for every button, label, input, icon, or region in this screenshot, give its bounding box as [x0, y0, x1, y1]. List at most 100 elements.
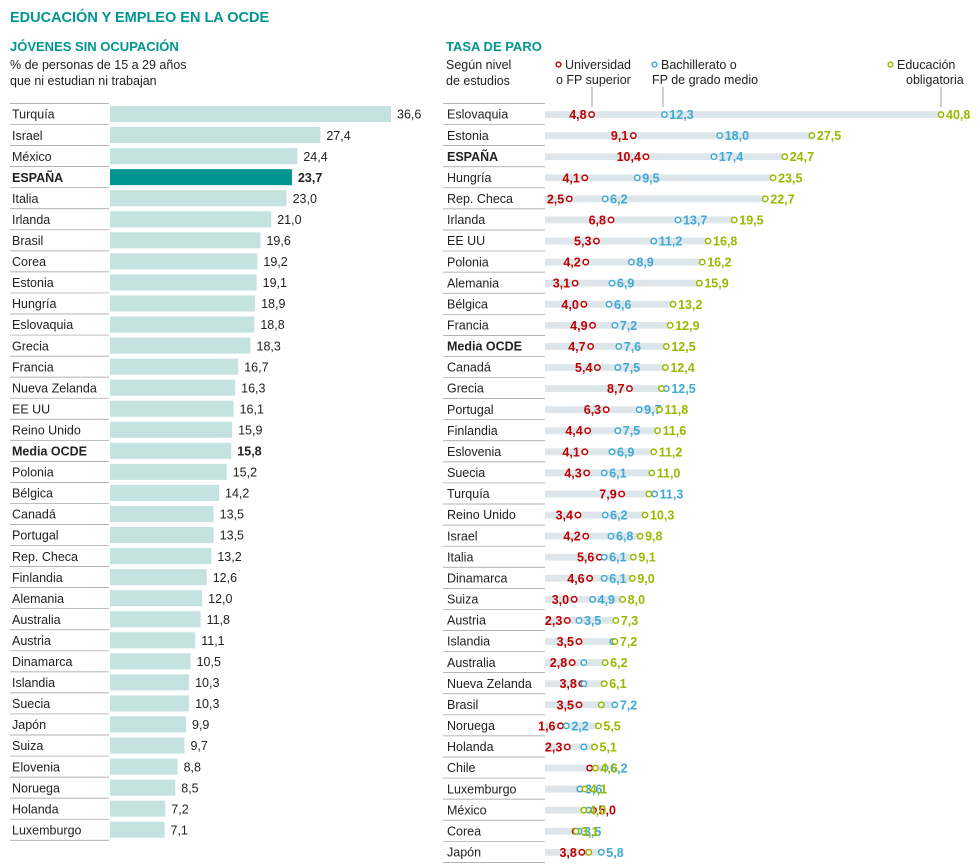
dot-univ — [589, 321, 597, 329]
range-track — [545, 553, 634, 561]
country-label: Corea — [12, 255, 46, 269]
bar-value-label: 15,2 — [233, 466, 257, 480]
bar — [110, 232, 261, 249]
bar — [110, 632, 196, 649]
range-track — [545, 848, 602, 856]
country-label: Eslovenia — [447, 445, 501, 459]
dot-oblig — [669, 300, 677, 308]
range-track — [545, 216, 735, 224]
bar-value-label: 23,0 — [293, 192, 317, 206]
right-dot-rows: Eslovaquia 4,8 12,3 40,8 Estonia 9,1 18,0 27,5 E… — [443, 103, 970, 863]
country-label: México — [12, 150, 52, 164]
legend-label-oblig: obligatoria — [906, 73, 964, 87]
dot-bach — [601, 195, 609, 203]
bar-value-label: 11,8 — [207, 613, 230, 627]
bar-value-label: 15,8 — [237, 445, 261, 459]
country-label: Reino Unido — [447, 508, 516, 522]
value-label-oblig: 4,0 — [589, 804, 606, 818]
country-label: Canadá — [12, 508, 56, 522]
country-label: Irlanda — [12, 213, 50, 227]
value-label-univ: 2,8 — [550, 656, 567, 670]
country-label: Hungría — [12, 297, 57, 311]
range-track — [545, 153, 785, 161]
country-label: Islandia — [447, 635, 490, 649]
value-label-univ: 5,3 — [574, 235, 591, 249]
dot-univ — [557, 722, 564, 730]
range-track — [545, 427, 658, 435]
dot-univ — [565, 195, 573, 203]
value-label-univ: 3,5 — [557, 698, 574, 712]
country-label: Estonia — [447, 129, 489, 143]
dot-univ — [642, 153, 650, 161]
value-label-univ: 3,8 — [559, 677, 576, 691]
value-label-oblig: 3,1 — [581, 825, 598, 839]
value-label-bach: 4,9 — [598, 593, 615, 607]
country-label: Suiza — [447, 593, 478, 607]
value-label-oblig: 11,0 — [657, 466, 681, 480]
country-label: Austria — [447, 614, 486, 628]
value-label-bach: 3,5 — [584, 614, 601, 628]
dot-oblig — [641, 511, 649, 519]
value-label-univ: 7,9 — [599, 487, 616, 501]
value-label-bach: 9,7 — [644, 403, 661, 417]
country-label: Reino Unido — [12, 423, 81, 437]
country-label: Turquía — [12, 108, 55, 122]
country-label: Corea — [447, 824, 481, 838]
dot-univ — [563, 617, 571, 624]
country-label: Grecia — [447, 382, 484, 396]
dot-oblig — [666, 321, 674, 329]
country-label: Canadá — [447, 361, 491, 375]
value-label-oblig: 22,7 — [770, 192, 794, 206]
value-label-bach: 12,3 — [669, 108, 693, 122]
value-label-bach: 8,9 — [636, 256, 653, 270]
dot-univ — [581, 448, 589, 456]
range-track — [545, 680, 605, 688]
value-label-univ: 5,6 — [577, 551, 594, 565]
country-label: Finlandia — [447, 424, 498, 438]
range-track — [545, 785, 585, 793]
bar-value-label: 16,7 — [244, 360, 268, 374]
dot-univ — [584, 427, 592, 435]
dot-oblig — [612, 617, 620, 624]
value-label-oblig: 16,8 — [713, 235, 737, 249]
value-label-bach: 18,0 — [725, 129, 749, 143]
main-title: EDUCACIÓN Y EMPLEO EN LA OCDE — [10, 8, 269, 26]
value-label-bach: 6,2 — [610, 762, 627, 776]
bar — [110, 127, 321, 144]
dot-univ — [618, 490, 626, 498]
value-label-bach: 6,6 — [614, 298, 631, 312]
dot-bach — [651, 490, 659, 498]
range-track — [545, 595, 623, 603]
bar — [110, 148, 298, 165]
bar — [110, 337, 251, 354]
country-label: ESPAÑA — [12, 170, 63, 185]
value-label-oblig: 15,9 — [704, 277, 728, 291]
bar — [110, 211, 272, 228]
country-label: EE UU — [447, 234, 485, 248]
value-label-bach: 6,1 — [609, 572, 626, 586]
country-label: Francia — [447, 319, 489, 333]
dot-oblig — [594, 722, 602, 730]
value-label-oblig: 23,5 — [778, 171, 802, 185]
dot-oblig — [761, 195, 769, 203]
bar-value-label: 23,7 — [298, 171, 322, 185]
value-label-oblig: 4,1 — [590, 783, 607, 797]
dot-univ — [582, 258, 590, 266]
left-bar-rows: Turquía 36,6 Israel 27,4 México 24,4 ESPAÑA 23,… — [10, 103, 421, 841]
range-track — [545, 448, 654, 456]
range-track — [545, 469, 652, 477]
bar — [110, 253, 258, 270]
country-label: México — [447, 803, 487, 817]
value-label-oblig: 13,2 — [678, 298, 702, 312]
value-label-bach: 7,2 — [620, 319, 637, 333]
bar-value-label: 27,4 — [326, 129, 350, 143]
bar — [110, 695, 190, 712]
dot-bach — [635, 406, 643, 414]
value-label-univ: 4,3 — [564, 466, 581, 480]
country-label: Turquía — [447, 487, 490, 501]
dot-bach — [608, 279, 616, 287]
bar-value-label: 10,3 — [195, 676, 219, 690]
country-label: Eslovaquia — [447, 108, 508, 122]
country-label: Brasil — [12, 234, 43, 248]
value-label-univ: 2,3 — [545, 614, 562, 628]
